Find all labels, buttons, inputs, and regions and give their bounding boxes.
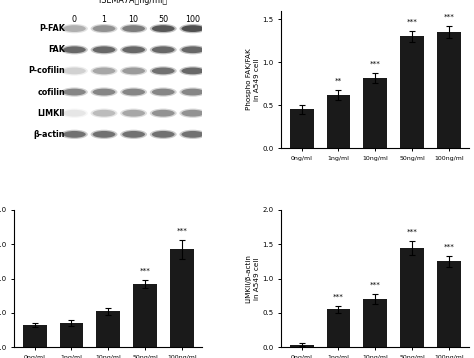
Ellipse shape (120, 87, 147, 97)
Ellipse shape (63, 46, 86, 53)
Ellipse shape (150, 24, 177, 33)
Ellipse shape (179, 130, 206, 139)
Ellipse shape (182, 46, 204, 53)
Text: P-cofilin: P-cofilin (28, 66, 65, 76)
Ellipse shape (152, 110, 174, 117)
Ellipse shape (61, 45, 88, 54)
Text: LIMKⅡ: LIMKⅡ (37, 109, 65, 118)
Ellipse shape (150, 66, 177, 76)
Ellipse shape (92, 25, 115, 32)
Ellipse shape (152, 68, 174, 74)
Ellipse shape (179, 24, 206, 33)
Ellipse shape (182, 25, 204, 32)
Ellipse shape (179, 108, 206, 118)
Ellipse shape (92, 110, 115, 117)
Ellipse shape (120, 130, 147, 139)
Ellipse shape (61, 130, 88, 139)
Ellipse shape (122, 110, 145, 117)
Ellipse shape (122, 25, 145, 32)
Text: ***: *** (370, 61, 381, 66)
Ellipse shape (61, 87, 88, 97)
Text: ***: *** (443, 244, 454, 250)
Ellipse shape (120, 108, 147, 118)
Ellipse shape (63, 25, 86, 32)
Ellipse shape (120, 24, 147, 33)
Text: 0: 0 (72, 15, 77, 24)
Ellipse shape (91, 45, 118, 54)
Ellipse shape (120, 66, 147, 76)
Bar (23, 325, 46, 347)
Y-axis label: Phospho FAK/FAK
in A549 cell: Phospho FAK/FAK in A549 cell (246, 49, 260, 110)
Ellipse shape (152, 89, 174, 96)
Text: ***: *** (176, 228, 187, 234)
Bar (290, 110, 314, 148)
Ellipse shape (61, 66, 88, 76)
Text: ***: *** (370, 282, 381, 288)
Text: 10: 10 (128, 15, 138, 24)
Ellipse shape (63, 89, 86, 96)
Text: β-actin: β-actin (34, 130, 65, 139)
Ellipse shape (91, 108, 118, 118)
Bar (400, 37, 424, 148)
Ellipse shape (122, 89, 145, 96)
Ellipse shape (91, 87, 118, 97)
Text: ***: *** (443, 14, 454, 20)
Ellipse shape (182, 68, 204, 74)
Y-axis label: LIMKII/β-actin
in A549 cell: LIMKII/β-actin in A549 cell (246, 254, 260, 303)
Ellipse shape (120, 45, 147, 54)
Ellipse shape (122, 131, 145, 138)
Ellipse shape (182, 131, 204, 138)
Ellipse shape (92, 68, 115, 74)
Ellipse shape (91, 66, 118, 76)
Ellipse shape (182, 89, 204, 96)
Ellipse shape (92, 89, 115, 96)
Text: ***: *** (139, 267, 150, 274)
Ellipse shape (150, 45, 177, 54)
Bar (327, 309, 350, 347)
Bar (96, 311, 120, 347)
Bar (437, 32, 461, 148)
Ellipse shape (150, 130, 177, 139)
Text: ***: *** (407, 229, 418, 234)
Bar (363, 299, 387, 347)
Ellipse shape (63, 110, 86, 117)
Ellipse shape (61, 24, 88, 33)
Ellipse shape (152, 46, 174, 53)
Bar (60, 323, 83, 347)
Text: cofilin: cofilin (37, 88, 65, 97)
Text: ***: *** (407, 19, 418, 25)
Ellipse shape (61, 108, 88, 118)
Ellipse shape (63, 131, 86, 138)
Ellipse shape (91, 24, 118, 33)
Bar (170, 250, 194, 347)
Ellipse shape (92, 46, 115, 53)
Ellipse shape (179, 45, 206, 54)
Ellipse shape (122, 46, 145, 53)
Text: **: ** (335, 78, 342, 83)
Ellipse shape (91, 130, 118, 139)
Text: FAK: FAK (48, 45, 65, 54)
Bar (327, 95, 350, 148)
Text: 100: 100 (185, 15, 201, 24)
Bar (290, 344, 314, 347)
Text: 1: 1 (101, 15, 107, 24)
Text: 50: 50 (158, 15, 168, 24)
Ellipse shape (150, 108, 177, 118)
Bar (133, 284, 157, 347)
Ellipse shape (122, 68, 145, 74)
Bar (437, 261, 461, 347)
Text: rSEMA7A（ng/ml）: rSEMA7A（ng/ml） (98, 0, 167, 5)
Ellipse shape (152, 131, 174, 138)
Ellipse shape (152, 25, 174, 32)
Bar (363, 78, 387, 148)
Bar (400, 248, 424, 347)
Text: P-FAK: P-FAK (39, 24, 65, 33)
Ellipse shape (179, 66, 206, 76)
Text: ***: *** (333, 294, 344, 300)
Ellipse shape (92, 131, 115, 138)
Ellipse shape (182, 110, 204, 117)
Ellipse shape (150, 87, 177, 97)
Ellipse shape (63, 68, 86, 74)
Ellipse shape (179, 87, 206, 97)
